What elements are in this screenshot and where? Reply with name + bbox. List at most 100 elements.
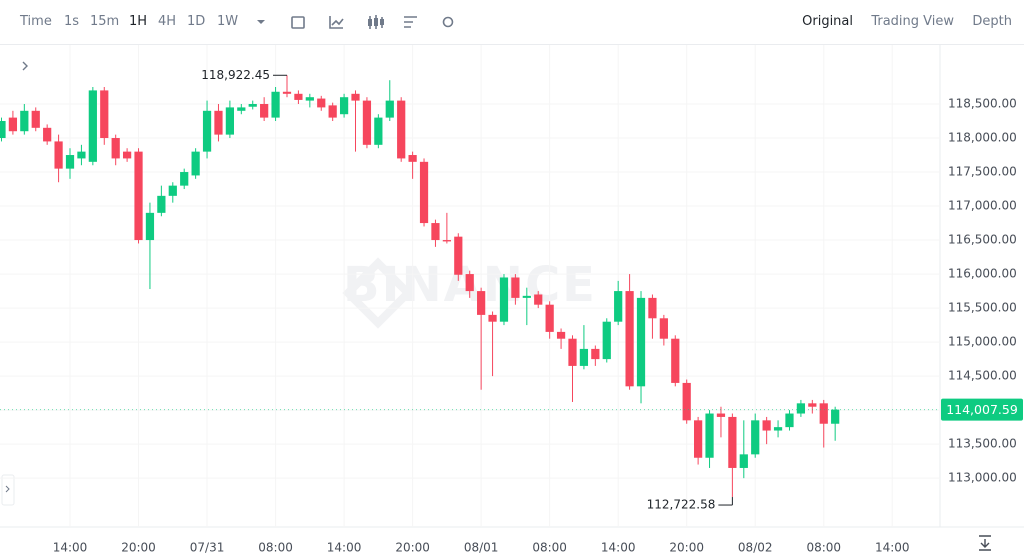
candle-body bbox=[568, 338, 577, 366]
watermark-logo bbox=[342, 257, 414, 329]
x-tick-label: 14:00 bbox=[875, 541, 910, 555]
y-tick-label: 117,000.00 bbox=[948, 199, 1017, 213]
interval-tab[interactable]: 1W bbox=[217, 14, 239, 29]
x-tick-label: 14:00 bbox=[601, 541, 636, 555]
x-tick-label: 08/01 bbox=[464, 541, 499, 555]
candle-body bbox=[362, 100, 372, 145]
interval-tab[interactable]: 1s bbox=[64, 14, 80, 29]
candle-body bbox=[579, 348, 589, 366]
candle-body bbox=[54, 141, 63, 169]
candle-body bbox=[397, 100, 406, 159]
interval-tab[interactable]: 4H bbox=[158, 14, 177, 29]
candle-body bbox=[77, 151, 86, 159]
candle-body bbox=[556, 331, 566, 339]
candle-body bbox=[374, 117, 383, 145]
candle-body bbox=[728, 416, 737, 468]
x-tick-label: 14:00 bbox=[53, 541, 88, 555]
scroll-latest-icon[interactable] bbox=[979, 535, 991, 551]
candle-body bbox=[100, 90, 109, 139]
candle-body bbox=[511, 277, 520, 298]
candle-body bbox=[145, 212, 155, 241]
candle-body bbox=[180, 172, 189, 186]
toolbar: Time 1s 15m 1H 4H 1D 1W Original Trading View Dep… bbox=[0, 0, 1024, 45]
candle-body bbox=[751, 420, 760, 455]
candle-body bbox=[260, 104, 269, 118]
layout-icon[interactable] bbox=[404, 16, 417, 28]
side-toggle-arrow bbox=[5, 485, 10, 493]
candle-body bbox=[785, 413, 794, 428]
y-tick-label: 116,500.00 bbox=[948, 233, 1017, 247]
x-tick-label: 14:00 bbox=[327, 541, 362, 555]
candle-body bbox=[339, 97, 349, 115]
x-tick-label: 08:00 bbox=[532, 541, 567, 555]
y-tick-label: 113,500.00 bbox=[948, 437, 1017, 451]
candle-body bbox=[294, 93, 303, 100]
calendar-icon[interactable] bbox=[291, 16, 305, 29]
candle-body bbox=[419, 161, 429, 224]
candle-body bbox=[522, 295, 531, 298]
y-tick-label: 113,000.00 bbox=[948, 471, 1017, 485]
x-tick-label: 08:00 bbox=[806, 541, 841, 555]
candle-body bbox=[488, 314, 497, 322]
candle-body bbox=[762, 420, 771, 431]
candle-body bbox=[31, 110, 40, 128]
x-tick-label: 08:00 bbox=[258, 541, 293, 555]
candle-body bbox=[305, 97, 314, 101]
interval-tab[interactable]: 1D bbox=[187, 14, 206, 29]
candle-body bbox=[796, 403, 806, 414]
chart: BINANCE113,000.00113,500.00114,000.00114… bbox=[0, 45, 1024, 558]
x-tick-label: 08/02 bbox=[738, 541, 773, 555]
candle-body bbox=[659, 318, 668, 339]
candle-body bbox=[225, 107, 235, 135]
candle-body bbox=[111, 138, 120, 159]
candle-body bbox=[431, 223, 440, 241]
last-price-label: 114,007.59 bbox=[946, 402, 1018, 417]
indicator-icon[interactable] bbox=[329, 16, 344, 29]
candle-body bbox=[168, 185, 177, 196]
candle-body bbox=[317, 98, 326, 108]
candle-body bbox=[819, 403, 828, 424]
candle-body bbox=[636, 297, 646, 387]
y-tick-label: 118,500.00 bbox=[948, 97, 1017, 111]
candle-body bbox=[545, 304, 554, 332]
view-tab[interactable]: Depth bbox=[972, 14, 1012, 29]
settings-icon[interactable] bbox=[442, 16, 454, 28]
candle-body bbox=[499, 277, 509, 322]
interval-tab[interactable]: Time bbox=[20, 14, 52, 29]
candle-body bbox=[122, 151, 132, 159]
candle-body bbox=[202, 110, 212, 152]
y-tick-label: 114,500.00 bbox=[948, 369, 1017, 383]
y-tick-label: 115,000.00 bbox=[948, 335, 1017, 349]
more-intervals-icon[interactable] bbox=[257, 20, 265, 24]
candle-body bbox=[214, 110, 223, 135]
chart-background bbox=[0, 45, 1024, 558]
candle-body bbox=[248, 104, 257, 107]
last-price-badge bbox=[941, 398, 1023, 421]
view-tab[interactable]: Original bbox=[802, 14, 853, 29]
candle-body bbox=[831, 409, 840, 424]
view-tab[interactable]: Trading View bbox=[871, 14, 954, 29]
candle-body bbox=[88, 90, 97, 162]
interval-tab[interactable]: 15m bbox=[90, 14, 120, 29]
candle-body bbox=[705, 413, 714, 458]
candle-body bbox=[773, 427, 783, 431]
interval-tab[interactable]: 1H bbox=[129, 14, 148, 29]
candle-body bbox=[157, 195, 166, 213]
candle-body bbox=[351, 93, 360, 101]
candle-body bbox=[694, 420, 703, 458]
candle-body bbox=[271, 91, 280, 118]
expand-icon[interactable] bbox=[22, 61, 28, 71]
candle-body bbox=[477, 291, 486, 315]
candle-body bbox=[808, 403, 817, 407]
toolbar-icons bbox=[257, 15, 454, 29]
candle-body bbox=[191, 151, 200, 176]
candle-body bbox=[648, 297, 657, 319]
candle-body bbox=[454, 236, 463, 275]
y-tick-label: 115,500.00 bbox=[948, 301, 1017, 315]
candle-body bbox=[134, 151, 143, 241]
candle-body bbox=[534, 294, 543, 305]
annotation-label: 112,722.58 bbox=[647, 498, 716, 512]
x-tick-label: 20:00 bbox=[669, 541, 704, 555]
candle-body bbox=[385, 100, 394, 118]
